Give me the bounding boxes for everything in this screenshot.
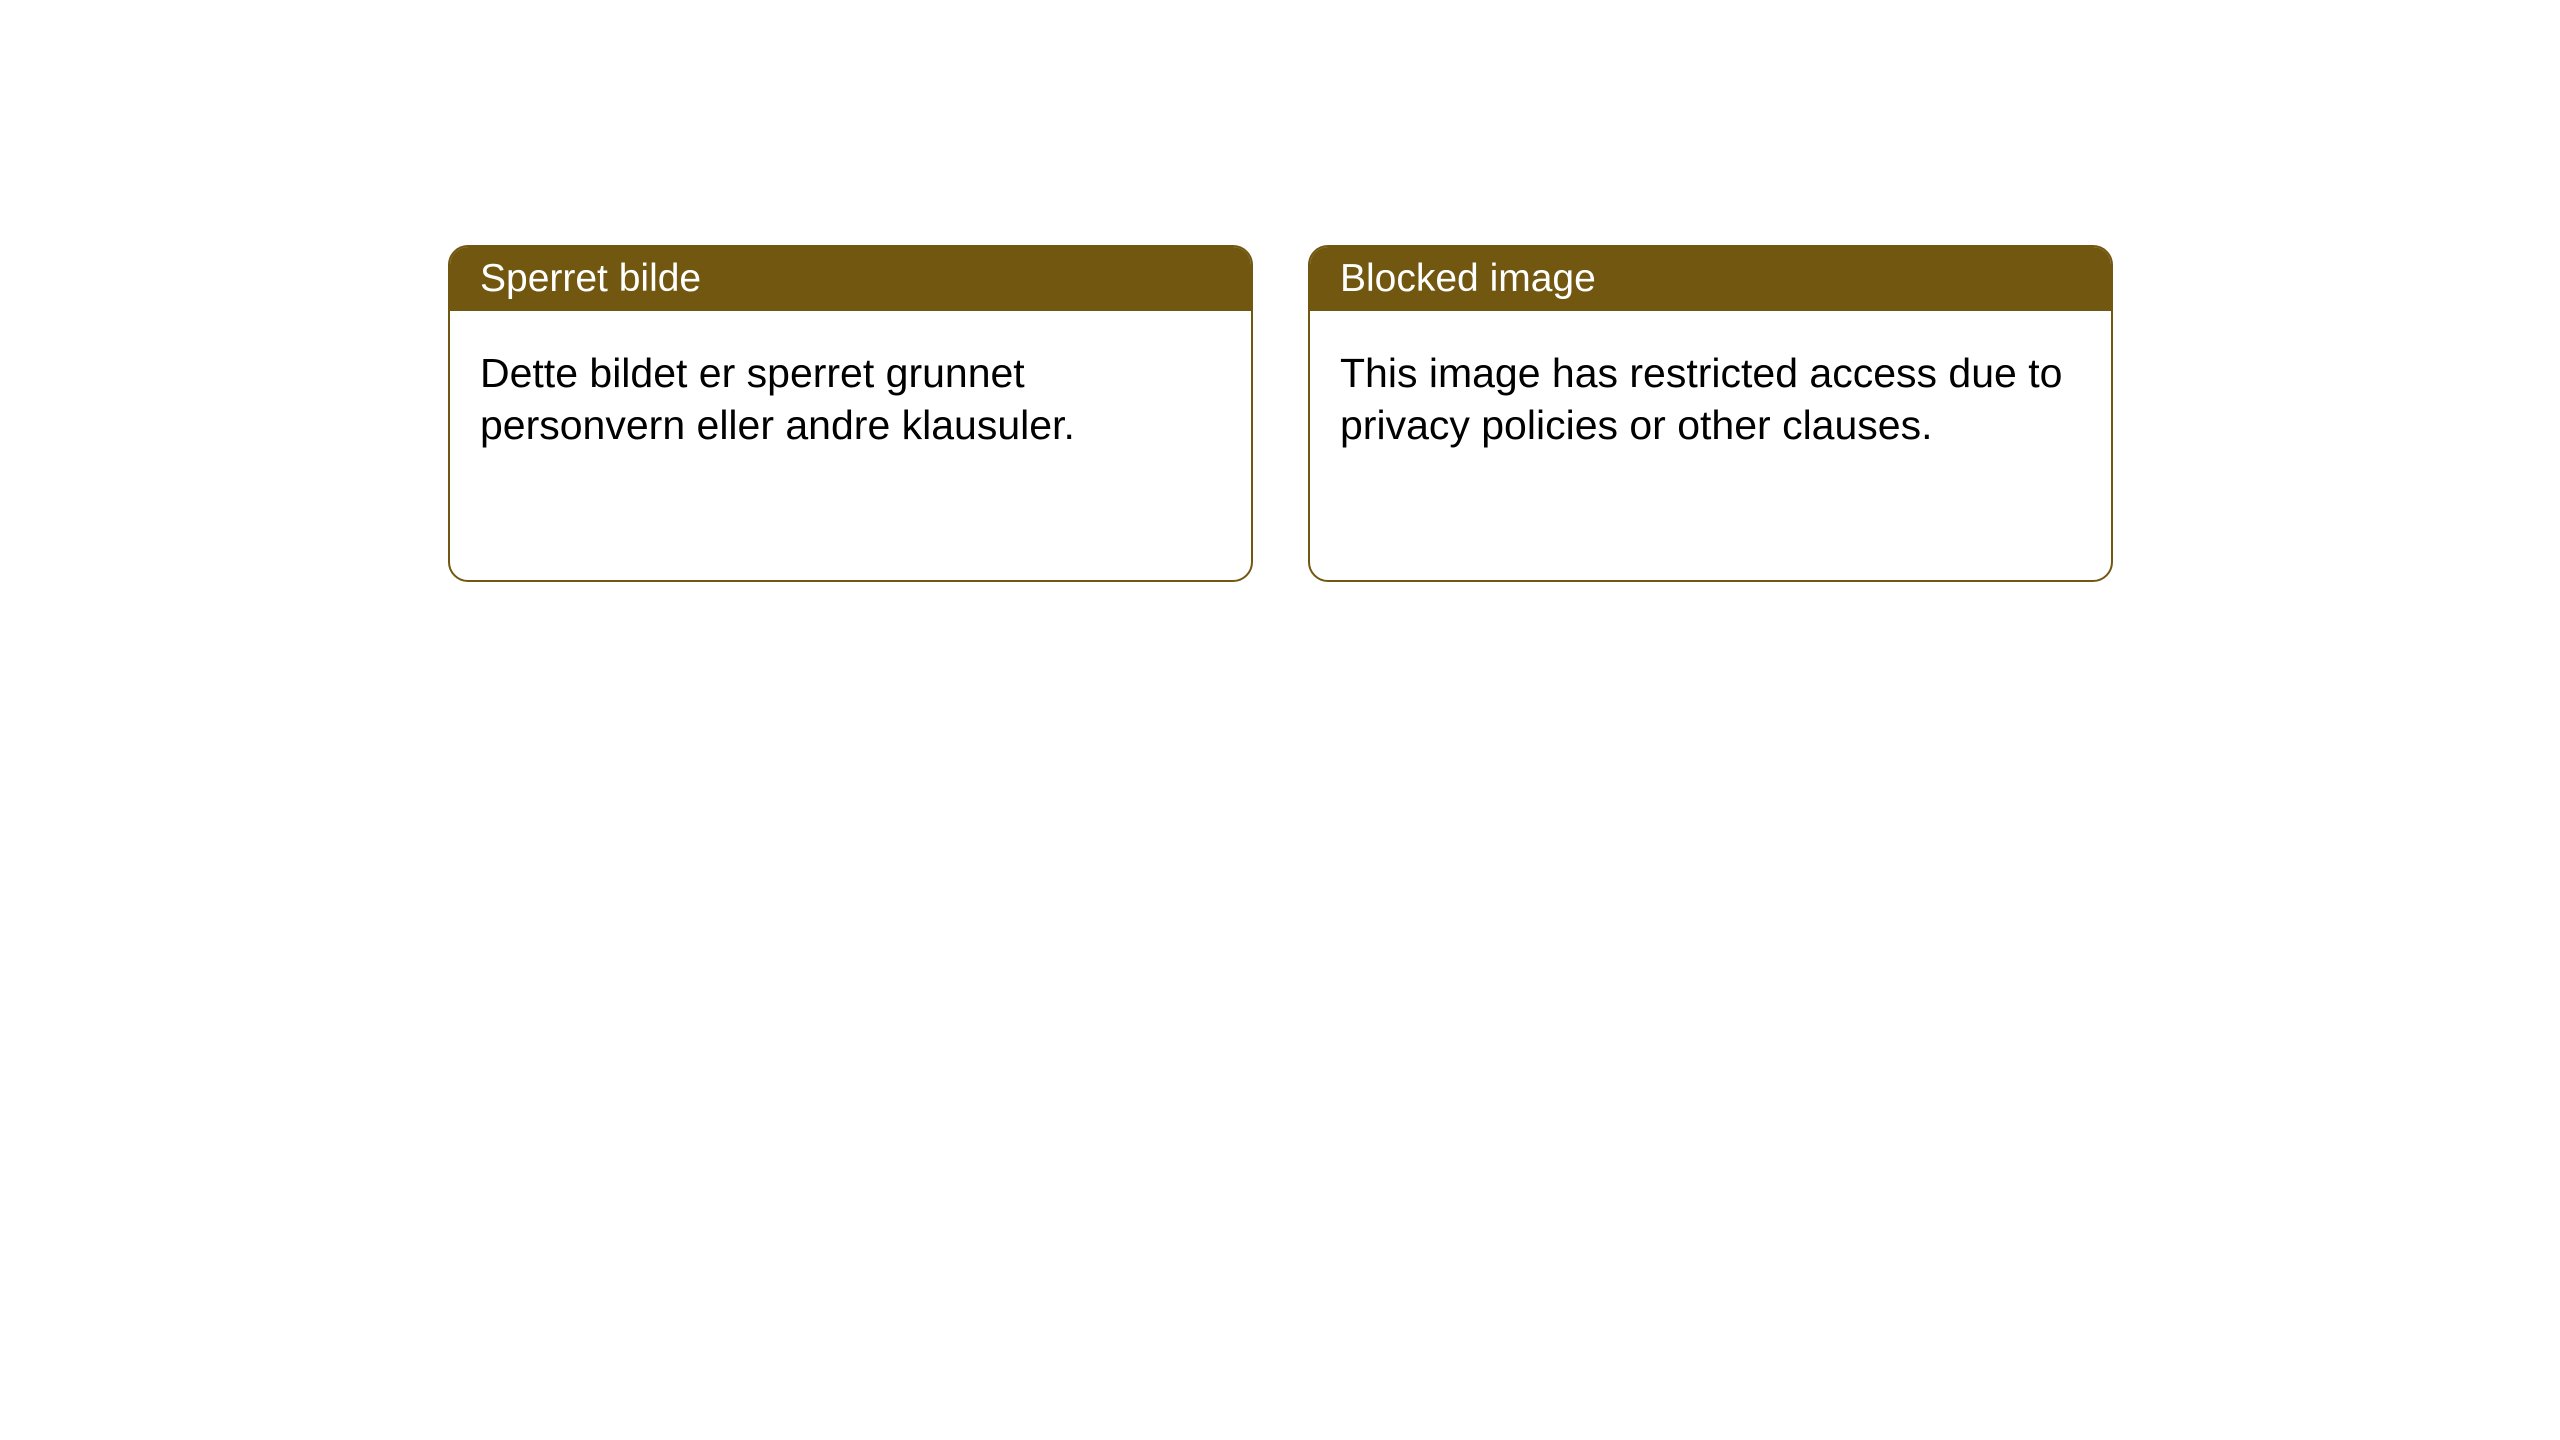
cards-container: Sperret bilde Dette bildet er sperret gr…: [448, 245, 2560, 582]
card-body: Dette bildet er sperret grunnet personve…: [450, 311, 1251, 487]
card-body: This image has restricted access due to …: [1310, 311, 2111, 487]
card-header: Blocked image: [1310, 247, 2111, 311]
blocked-image-card-en: Blocked image This image has restricted …: [1308, 245, 2113, 582]
blocked-image-card-no: Sperret bilde Dette bildet er sperret gr…: [448, 245, 1253, 582]
card-body-text: Dette bildet er sperret grunnet personve…: [480, 350, 1075, 448]
card-header-text: Sperret bilde: [480, 257, 701, 300]
card-body-text: This image has restricted access due to …: [1340, 350, 2062, 448]
card-header-text: Blocked image: [1340, 257, 1596, 300]
card-header: Sperret bilde: [450, 247, 1251, 311]
